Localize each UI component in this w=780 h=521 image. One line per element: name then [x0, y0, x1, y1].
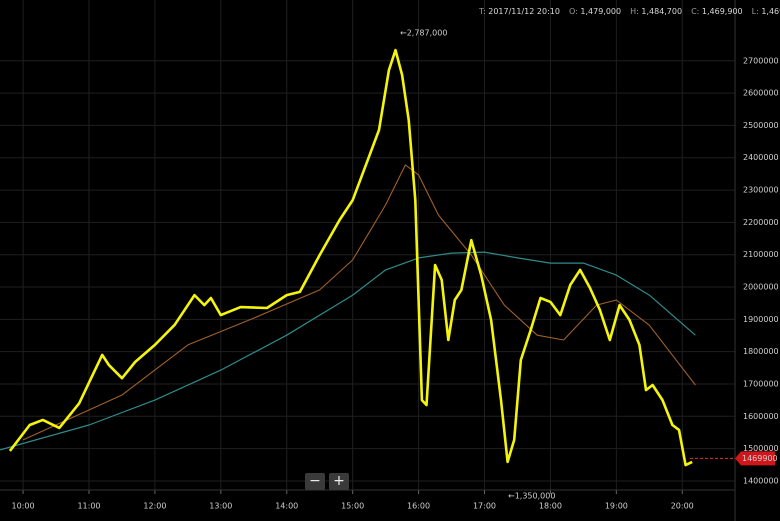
header-value: 1,469,700: [761, 7, 780, 16]
x-tick-label: 18:00: [539, 502, 562, 511]
header-key: L:: [751, 7, 759, 16]
header-value: 1,479,000: [580, 7, 622, 16]
y-tick-label: 1700000: [743, 379, 779, 388]
x-tick-label: 15:00: [341, 502, 364, 511]
y-tick-label: 2300000: [743, 186, 779, 195]
y-tick-label: 2000000: [743, 283, 779, 292]
x-tick-label: 16:00: [407, 502, 430, 511]
y-tick-label: 1800000: [743, 347, 779, 356]
header-value: 2017/11/12 20:10: [488, 7, 560, 16]
y-tick-label: 2200000: [743, 218, 779, 227]
header-key: T:: [479, 7, 486, 16]
header-value: 1,469,900: [701, 7, 743, 16]
y-tick-label: 2100000: [743, 250, 779, 259]
y-tick-label: 2700000: [743, 56, 779, 65]
header-key: O:: [568, 7, 578, 16]
last-price-tag: [735, 451, 775, 466]
x-tick-label: 14:00: [275, 502, 298, 511]
y-tick-label: 1400000: [743, 476, 779, 485]
x-tick-label: 12:00: [143, 502, 166, 511]
ohlc-header: T: 2017/11/12 20:10 O: 1,479,000 H: 1,484,…: [470, 7, 780, 16]
zoom-in-button[interactable]: +: [329, 473, 349, 490]
price-line: [0, 251, 696, 451]
last-price-label: 1469900: [742, 454, 778, 463]
header-key: H:: [630, 7, 639, 16]
x-tick-label: 11:00: [77, 502, 100, 511]
header-value: 1,484,700: [641, 7, 683, 16]
header-key: C:: [691, 7, 700, 16]
price-line: [22, 164, 696, 441]
x-tick-label: 17:00: [473, 502, 496, 511]
x-tick-label: 13:00: [209, 502, 232, 511]
y-tick-label: 2600000: [743, 89, 779, 98]
y-tick-label: 2500000: [743, 121, 779, 130]
y-tick-label: 2400000: [743, 153, 779, 162]
y-tick-label: 1900000: [743, 315, 779, 324]
y-tick-label: 1500000: [743, 444, 779, 453]
x-tick-label: 10:00: [12, 502, 35, 511]
annotation: ←1,350,000: [508, 492, 555, 501]
x-tick-label: 20:00: [671, 502, 694, 511]
x-tick-label: 19:00: [605, 502, 628, 511]
zoom-out-button[interactable]: −: [305, 473, 325, 490]
annotation: ←2,787,000: [400, 29, 447, 38]
price-line: [8, 48, 693, 467]
y-tick-label: 1600000: [743, 412, 779, 421]
